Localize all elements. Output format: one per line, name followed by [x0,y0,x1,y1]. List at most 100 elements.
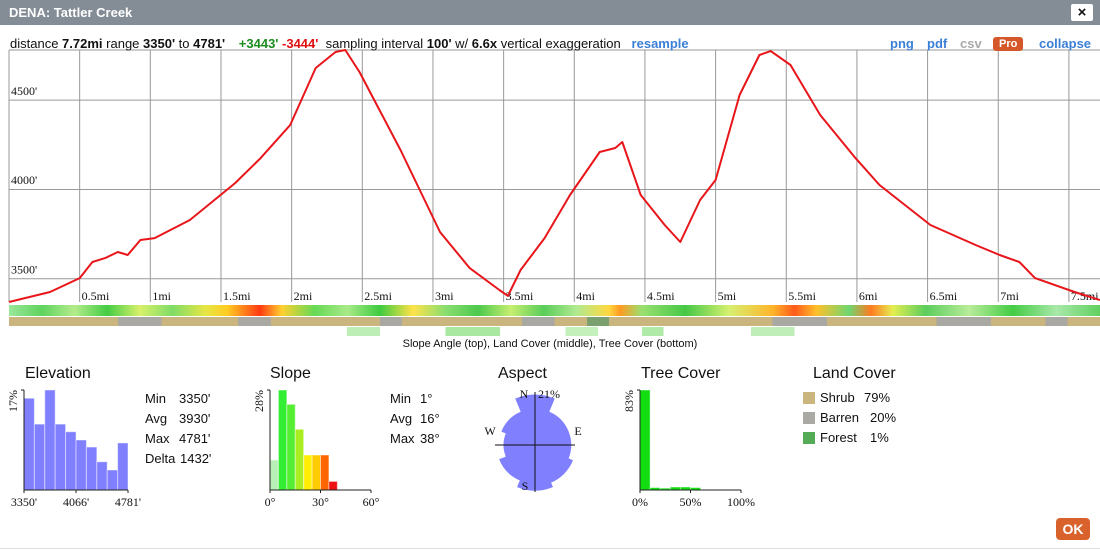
label: sampling interval [325,36,424,51]
histogram-bar [286,403,296,491]
stat-value: 3350' [179,391,211,406]
x-tick-label: 5mi [718,289,737,303]
panel-title: Aspect [498,365,547,382]
stat-label: Min [390,391,411,406]
histogram-bar [328,480,338,491]
panel-title: Slope [270,365,311,382]
histogram-bar [33,423,46,491]
loss: -3444' [282,36,319,51]
x-tick-label: 3mi [435,289,454,303]
histogram-bar [311,454,322,491]
pdf-link[interactable]: pdf [927,36,948,51]
histogram-bar [23,397,35,491]
histogram-bar [106,469,119,491]
legend-label: Shrub [820,390,855,405]
divider [0,548,1100,549]
legend-swatch [803,392,815,404]
y-tick-label: 4500' [11,84,37,98]
stat-value: 4781' [179,431,211,446]
direction-label: E [574,424,581,438]
x-tick-label: 0.5mi [82,289,110,303]
y-tick-label: 3500' [11,263,37,277]
x-tick-label: 1mi [152,289,171,303]
histogram-bar [269,459,279,491]
value: 7.72mi [62,36,103,51]
legend-label: Barren [820,410,860,425]
direction-label: S [522,479,529,493]
y-tick-label: 83% [622,390,636,412]
r-tick-label: 21% [538,387,560,401]
y-tick-label: 28% [252,390,266,412]
collapse-link[interactable]: collapse [1039,36,1092,51]
x-tick-label: 2mi [294,289,313,303]
csv-link[interactable]: csv [960,36,982,51]
x-tick-label: 4.5mi [647,289,675,303]
histogram-bar [85,446,98,491]
histogram-bar [75,439,87,491]
title-bar [0,0,1100,25]
histogram-bar [65,431,77,491]
slope-strip [9,305,1100,316]
panel-title: Tree Cover [641,365,721,382]
info-line: distance 7.72mi range 3350' to 4781' +34… [10,36,689,51]
x-tick-label: 0° [265,495,276,509]
histogram-bar [277,389,288,491]
y-tick-label: 17% [6,390,20,412]
strip-caption: Slope Angle (top), Land Cover (middle), … [402,338,698,350]
png-link[interactable]: png [890,36,914,51]
stat-value: 16° [420,411,440,426]
legend-value: 20% [870,410,897,425]
x-tick-label: 4mi [576,289,595,303]
x-tick-label: 2.5mi [364,289,392,303]
label: to [178,36,190,51]
value: 6.6x [471,36,498,51]
x-tick-label: 50% [680,495,702,509]
close-button[interactable]: × [1071,4,1093,21]
panel-title: Land Cover [813,365,896,382]
histogram-bar [54,423,67,491]
panel-title: Elevation [25,365,91,382]
histogram-bar [294,428,305,491]
histogram-bar [303,454,313,491]
stat-value: 1432' [180,451,212,466]
x-tick-label: 0% [632,495,648,509]
x-tick-label: 7mi [1000,289,1019,303]
histogram-bar [96,461,108,491]
pro-badge[interactable]: Pro [993,37,1024,51]
label: vertical exaggeration [500,36,621,51]
x-tick-label: 30° [312,495,329,509]
y-tick-label: 4000' [11,173,37,187]
x-tick-label: 3.5mi [506,289,534,303]
stat-label: Max [390,431,415,446]
stat-label: Max [145,431,170,446]
value: 3350' [143,36,176,51]
ok-button[interactable]: OK [1056,518,1090,540]
tree-cover-strip [9,327,1100,336]
label: distance [10,36,59,51]
legend-value: 1% [870,430,889,445]
x-tick-label: 4066' [63,495,89,509]
x-tick-label: 5.5mi [788,289,816,303]
legend-value: 79% [864,390,891,405]
histogram-bar [639,389,651,491]
land-cover-strip [9,317,1100,326]
direction-label: W [484,424,496,438]
stat-label: Avg [145,411,168,426]
stat-value: 3930' [179,411,211,426]
resample-link[interactable]: resample [631,36,689,51]
label: range [106,36,140,51]
histogram-bar [117,442,129,491]
x-tick-label: 3350' [11,495,37,509]
x-tick-label: 1.5mi [223,289,251,303]
x-tick-label: 4781' [115,495,141,509]
direction-label: N [520,387,529,401]
legend-swatch [803,412,815,424]
stat-value: 1° [420,391,433,406]
stat-value: 38° [420,431,440,446]
x-tick-label: 6.5mi [930,289,958,303]
legend-label: Forest [820,430,857,445]
elevation-line [8,49,1100,303]
stat-label: Avg [390,411,413,426]
